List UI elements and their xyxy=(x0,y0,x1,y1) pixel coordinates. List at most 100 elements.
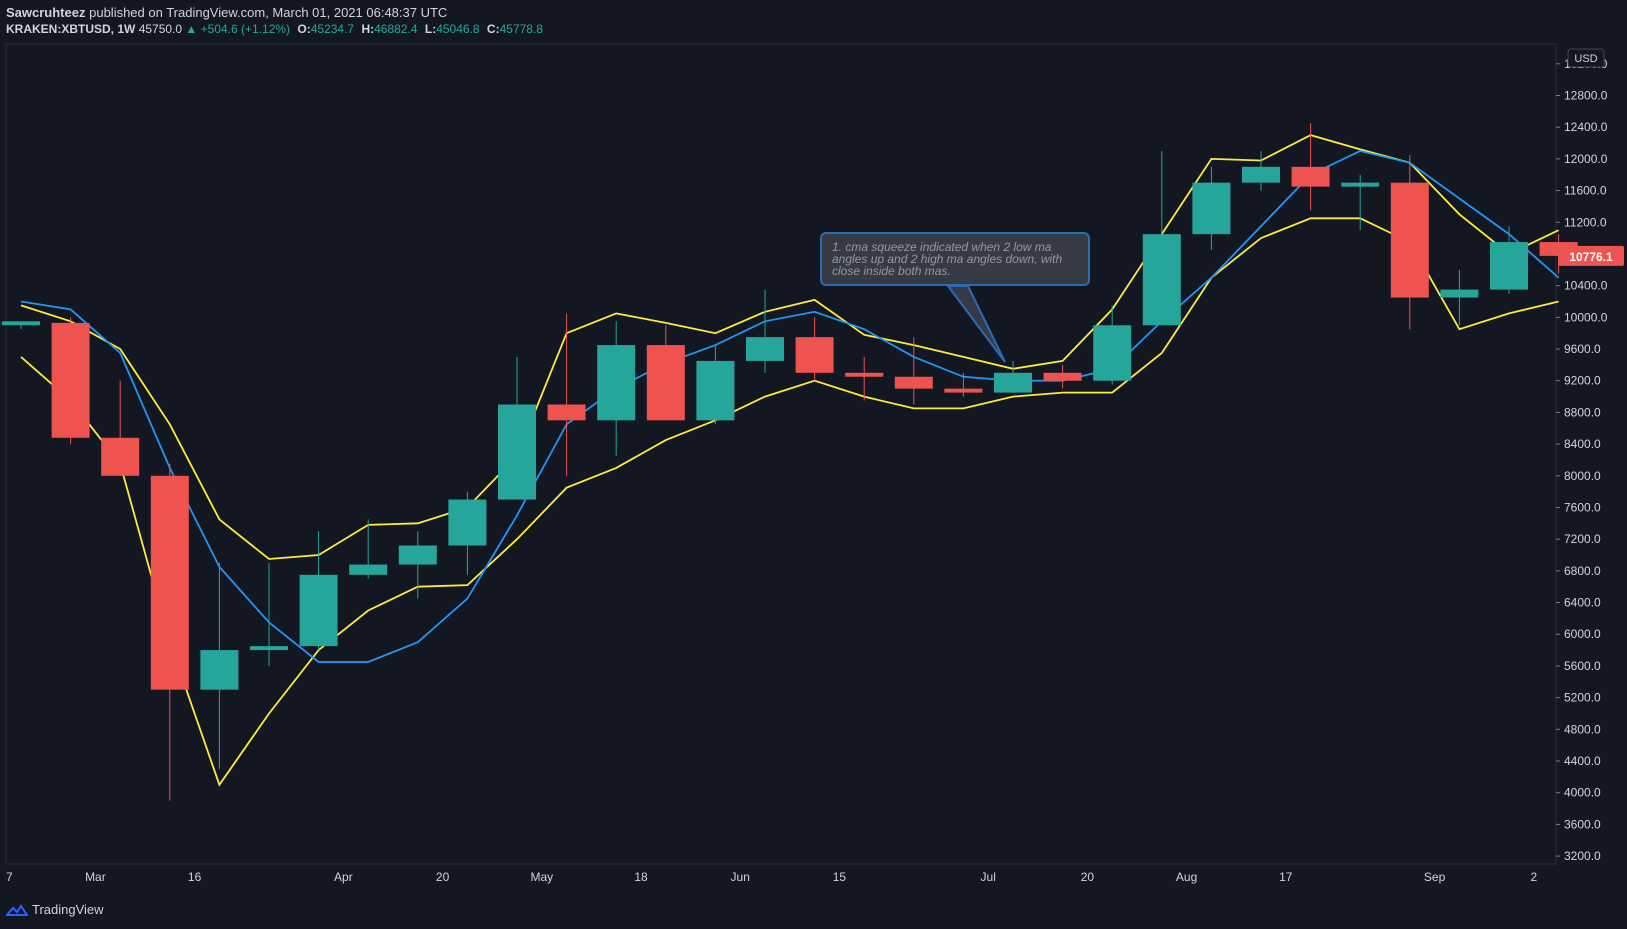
y-tick-label: 8000.0 xyxy=(1564,469,1601,483)
candle-body xyxy=(51,322,90,438)
y-tick-label: 9200.0 xyxy=(1564,374,1601,388)
annotation-pointer xyxy=(946,285,1006,363)
symbol-legend: KRAKEN:XBTUSD, 1W 45750.0 ▲ +504.6 (+1.1… xyxy=(6,22,543,36)
candle-body xyxy=(597,345,636,421)
close-value: 45778.8 xyxy=(499,22,543,36)
candle-body xyxy=(349,564,388,575)
candle-body xyxy=(498,404,536,500)
y-tick-label: 7600.0 xyxy=(1564,500,1601,514)
y-tick-label: 9600.0 xyxy=(1564,342,1601,356)
x-tick-label: Apr xyxy=(334,870,353,884)
y-tick-label: 4000.0 xyxy=(1564,786,1601,800)
x-tick-label: 7 xyxy=(6,870,13,884)
y-tick-label: 6400.0 xyxy=(1564,596,1601,610)
y-tick-label: 4400.0 xyxy=(1564,754,1601,768)
x-tick-label: Jun xyxy=(731,870,750,884)
y-tick-label: 11200.0 xyxy=(1564,215,1607,229)
last-price-label: 10776.1 xyxy=(1569,250,1613,264)
y-tick-label: 6800.0 xyxy=(1564,564,1601,578)
candle-body xyxy=(894,376,933,389)
x-tick-label: Mar xyxy=(85,870,106,884)
y-tick-label: 12000.0 xyxy=(1564,152,1608,166)
y-tick-label: 10400.0 xyxy=(1564,279,1608,293)
candle-body xyxy=(547,404,586,421)
candle-body xyxy=(646,345,685,421)
low-value: 45046.8 xyxy=(436,22,480,36)
y-tick-label: 5600.0 xyxy=(1564,659,1601,673)
candle-body xyxy=(101,437,140,476)
y-tick-label: 12400.0 xyxy=(1564,120,1608,134)
publish-info: Sawcruhteez published on TradingView.com… xyxy=(6,5,447,20)
candle-body xyxy=(2,321,40,326)
open-label: O: xyxy=(297,22,311,36)
low-label: L: xyxy=(424,22,437,36)
annotation-text: 1. cma squeeze indicated when 2 low ma a… xyxy=(832,240,1063,278)
last-price: 45750.0 xyxy=(138,22,183,36)
x-tick-label: 20 xyxy=(1081,870,1095,884)
candle-body xyxy=(1490,242,1528,290)
candle-body xyxy=(994,372,1032,393)
candle-body xyxy=(398,545,437,565)
x-tick-label: 16 xyxy=(188,870,202,884)
close-label: C: xyxy=(486,22,500,36)
y-tick-label: 5200.0 xyxy=(1564,691,1601,705)
y-tick-label: 3200.0 xyxy=(1564,849,1601,863)
moving-average-line xyxy=(20,150,1560,663)
x-tick-label: 17 xyxy=(1279,870,1293,884)
brand-name: TradingView xyxy=(32,902,104,917)
x-tick-label: 15 xyxy=(833,870,847,884)
footer-brand[interactable]: TradingView xyxy=(6,902,104,917)
published-text: published on TradingView.com, March 01, … xyxy=(89,5,448,20)
tradingview-logo-icon xyxy=(6,903,28,916)
candle-body xyxy=(150,475,189,690)
y-tick-label: 7200.0 xyxy=(1564,532,1601,546)
x-tick-label: 2 xyxy=(1530,870,1537,884)
candle-body xyxy=(448,499,487,546)
high-label: H: xyxy=(361,22,375,36)
price-change: ▲ +504.6 (+1.12%) xyxy=(185,22,291,36)
moving-average-line xyxy=(20,217,1559,787)
y-tick-label: 8400.0 xyxy=(1564,437,1601,451)
open-value: 45234.7 xyxy=(310,22,355,36)
x-tick-label: Aug xyxy=(1176,870,1197,884)
annotation-callout[interactable]: 1. cma squeeze indicated when 2 low ma a… xyxy=(820,232,1090,286)
high-value: 46882.4 xyxy=(374,22,418,36)
candle-body xyxy=(299,574,338,647)
candle-body xyxy=(1390,182,1429,298)
candle-body xyxy=(1440,289,1479,298)
x-tick-label: May xyxy=(530,870,553,884)
candle-body xyxy=(1043,372,1082,381)
y-tick-label: 11600.0 xyxy=(1564,184,1607,198)
x-tick-label: 18 xyxy=(634,870,648,884)
last-price-badge xyxy=(1558,245,1624,266)
moving-average-line xyxy=(20,134,1559,560)
x-tick-label: Jul xyxy=(981,870,996,884)
y-tick-label: 6000.0 xyxy=(1564,627,1601,641)
x-tick-label: 20 xyxy=(436,870,450,884)
y-tick-label: 3600.0 xyxy=(1564,817,1601,831)
currency-label: USD xyxy=(1574,53,1597,65)
candle-body xyxy=(200,650,239,690)
candle-body xyxy=(795,337,834,373)
author-name[interactable]: Sawcruhteez xyxy=(6,5,86,20)
candle-body xyxy=(1291,166,1330,187)
candle-body xyxy=(1093,325,1132,381)
y-tick-label: 4800.0 xyxy=(1564,722,1601,736)
candle-body xyxy=(746,337,784,361)
candle-body xyxy=(1341,182,1380,187)
candle-body xyxy=(845,372,884,377)
currency-box xyxy=(1567,48,1605,68)
candle-body xyxy=(696,360,735,421)
candle-body xyxy=(1242,166,1280,183)
y-tick-label: 10000.0 xyxy=(1564,310,1608,324)
candle-body xyxy=(1192,182,1231,235)
candle-body xyxy=(944,388,983,393)
x-tick-label: Sep xyxy=(1424,870,1446,884)
y-tick-label: 8800.0 xyxy=(1564,405,1601,419)
plot-frame xyxy=(5,43,1557,865)
candle-body xyxy=(1142,234,1181,326)
symbol-label[interactable]: KRAKEN:XBTUSD, 1W xyxy=(6,22,136,36)
candle-body xyxy=(250,646,288,651)
y-tick-label: 12800.0 xyxy=(1564,88,1608,102)
